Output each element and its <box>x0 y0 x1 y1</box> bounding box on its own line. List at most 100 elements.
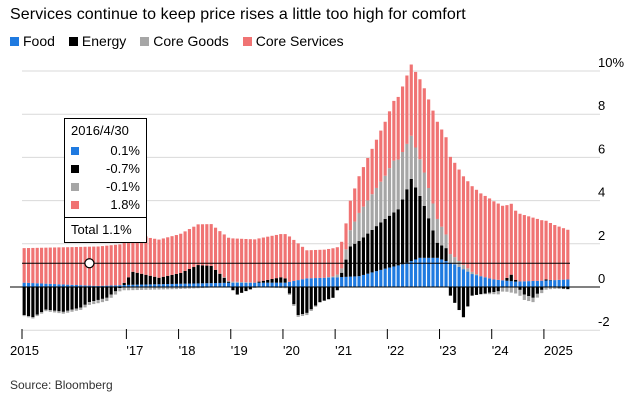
legend-swatch-food <box>10 36 19 46</box>
bar-food <box>53 284 57 287</box>
bar-energy <box>44 287 48 310</box>
bar-food <box>466 271 470 287</box>
bar-energy <box>292 287 296 305</box>
bar-food <box>170 283 174 287</box>
bar-food <box>61 284 65 287</box>
bar-core-services <box>244 238 248 283</box>
bar-core-services <box>548 222 553 280</box>
y-tick-label: 4 <box>598 185 605 200</box>
bar-core-services <box>383 121 387 176</box>
bar-food <box>309 278 313 287</box>
bar-core-goods <box>340 268 344 273</box>
bar-core-goods <box>422 172 426 206</box>
bar-energy <box>492 287 496 293</box>
bar-energy <box>244 287 248 292</box>
bar-core-services <box>253 239 257 283</box>
bar-energy <box>387 215 392 268</box>
bar-food <box>222 282 226 287</box>
bar-food <box>109 285 113 287</box>
bar-food <box>35 283 39 287</box>
bar-core-services <box>270 235 274 280</box>
bar-core-services <box>318 249 322 278</box>
bar-energy <box>370 229 374 273</box>
bar-energy <box>518 287 522 290</box>
bar-energy <box>509 274 513 282</box>
bar-food <box>31 283 35 287</box>
bar-energy <box>79 287 83 308</box>
bar-food <box>296 280 300 287</box>
bar-food <box>157 284 161 287</box>
bar-core-goods <box>144 287 148 290</box>
bar-core-goods <box>196 287 200 289</box>
bar-core-services <box>122 241 126 283</box>
bar-core-goods <box>440 226 444 246</box>
bar-energy <box>109 287 113 295</box>
bar-energy <box>466 287 470 307</box>
bar-energy <box>170 274 174 284</box>
y-tick-label: 2 <box>598 228 605 243</box>
bar-core-goods <box>135 287 139 291</box>
bar-food <box>561 279 566 287</box>
bar-food <box>474 275 479 287</box>
bar-food <box>126 284 131 287</box>
bar-core-goods <box>66 310 70 313</box>
bar-core-goods <box>335 274 339 278</box>
bar-core-goods <box>344 249 348 260</box>
bar-energy <box>270 279 274 283</box>
bar-food <box>179 283 183 287</box>
bar-food <box>161 284 165 287</box>
bar-core-goods <box>83 304 87 308</box>
bar-core-services <box>179 233 183 273</box>
bar-food <box>544 280 548 287</box>
bar-core-goods <box>461 264 466 270</box>
bar-core-goods <box>540 289 544 294</box>
bar-food <box>379 269 383 287</box>
bar-energy <box>448 287 452 296</box>
bar-core-services <box>409 64 413 136</box>
bar-food <box>266 282 270 287</box>
bar-food <box>70 284 74 287</box>
bar-core-services <box>309 250 313 279</box>
bar-core-goods <box>92 301 96 305</box>
bar-core-goods <box>348 230 352 247</box>
bar-core-services <box>266 236 270 280</box>
bar-core-services <box>379 130 383 182</box>
x-tick-label: 2015 <box>10 343 39 358</box>
bar-core-services <box>183 231 187 271</box>
tooltip-row-core-goods: -0.1% <box>71 179 140 194</box>
bar-energy <box>166 275 170 285</box>
bar-core-goods <box>105 297 109 302</box>
x-tick-label: '19 <box>231 343 248 358</box>
bar-core-services <box>353 188 357 222</box>
bar-food <box>257 282 261 287</box>
bar-energy <box>35 287 39 315</box>
bar-core-services <box>283 234 287 279</box>
bar-food <box>327 277 331 287</box>
bar-energy <box>540 287 544 290</box>
bar-food <box>392 266 396 287</box>
legend-label-core-goods: Core Goods <box>153 33 229 49</box>
bar-energy <box>39 287 44 313</box>
bar-food <box>57 284 61 287</box>
bar-core-goods <box>444 234 448 249</box>
bar-core-goods <box>561 288 566 290</box>
bar-core-goods <box>161 287 165 290</box>
bar-energy <box>74 287 78 309</box>
legend-label-energy: Energy <box>81 33 127 49</box>
bar-energy <box>379 222 383 270</box>
bar-energy <box>113 287 118 292</box>
bar-energy <box>487 287 492 293</box>
bar-core-services <box>501 205 505 281</box>
bar-core-services <box>53 247 57 285</box>
bar-food <box>313 278 318 287</box>
tooltip-value-core-goods: -0.1% <box>106 179 140 194</box>
bar-core-goods <box>557 287 561 289</box>
bar-energy <box>383 218 387 269</box>
bar-core-services <box>479 193 483 277</box>
bar-core-services <box>444 137 448 235</box>
bar-core-goods <box>48 310 52 312</box>
bar-core-services <box>153 238 157 277</box>
bar-energy <box>561 287 566 289</box>
bar-food <box>435 257 439 287</box>
